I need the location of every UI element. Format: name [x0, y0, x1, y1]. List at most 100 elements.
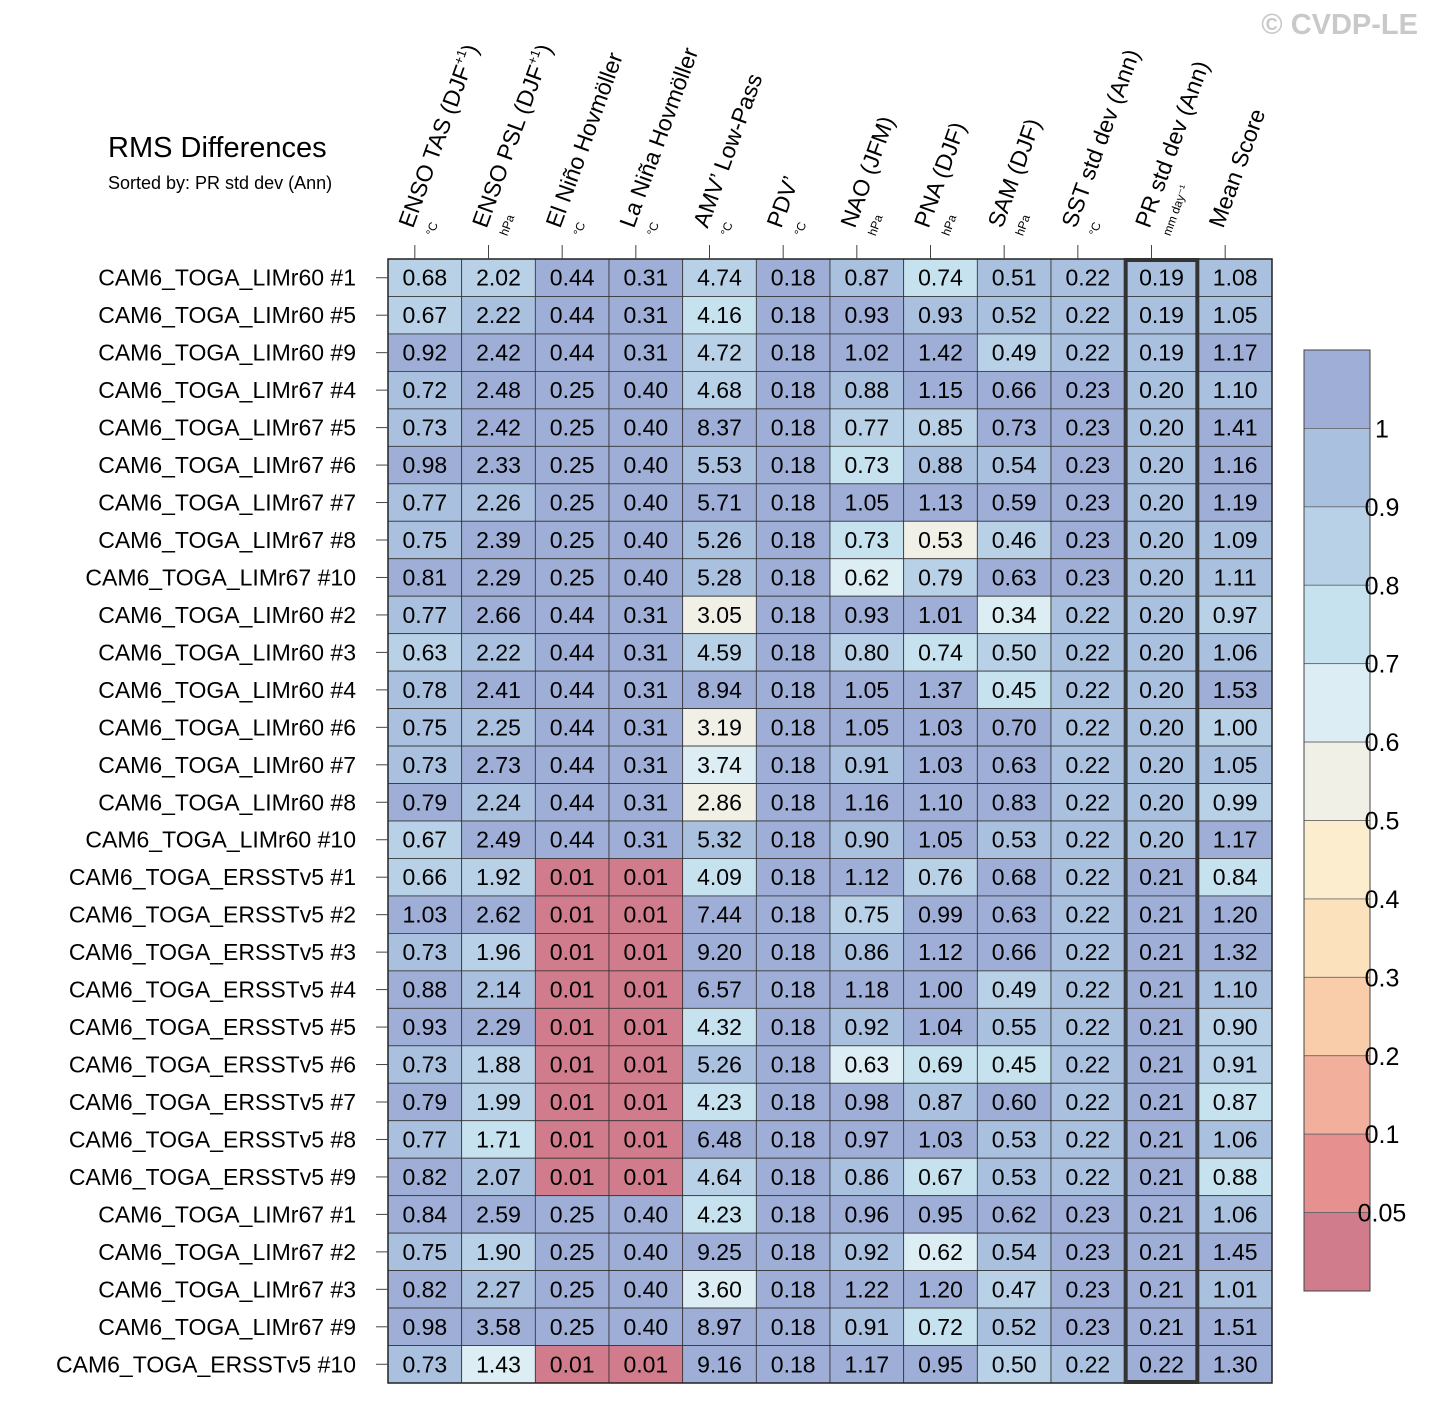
heatmap-cell — [608, 333, 684, 372]
cell-value: 0.22 — [1065, 827, 1110, 853]
colorbar-bin — [1303, 820, 1371, 900]
column-label: El Niño Hovmöller — [540, 49, 627, 231]
cell-value: 0.31 — [623, 265, 668, 291]
heatmap-cell — [608, 370, 684, 410]
heatmap-cell — [461, 895, 536, 934]
heatmap-cell — [976, 1120, 1052, 1159]
cell-value: 0.85 — [918, 415, 963, 441]
heatmap-cell — [534, 333, 610, 372]
colorbar-label: 0.8 — [1365, 572, 1400, 600]
cell-value: 1.37 — [918, 677, 963, 703]
cell-value: 0.90 — [844, 827, 889, 853]
heatmap-cell — [387, 558, 463, 597]
cell-value: 0.44 — [550, 639, 595, 665]
cell-value: 0.18 — [771, 1276, 816, 1302]
cell-value: 2.26 — [476, 490, 521, 516]
heatmap-cell — [534, 1157, 610, 1197]
cell-value: 0.62 — [844, 564, 889, 590]
heatmap-cell — [1197, 933, 1273, 972]
heatmap-cell — [1197, 1345, 1273, 1384]
heatmap-cell — [755, 1157, 831, 1197]
cell-value: 0.93 — [844, 602, 889, 628]
heatmap-cell — [1050, 1270, 1126, 1309]
cell-value: 0.63 — [992, 902, 1037, 928]
cell-value: 1.13 — [918, 490, 963, 516]
column-unit: hPa — [865, 212, 886, 237]
row-label: CAM6_TOGA_LIMr67 #3 — [98, 1276, 356, 1302]
cell-value: 0.98 — [844, 1089, 889, 1115]
cell-value: 0.23 — [1065, 1239, 1110, 1265]
heatmap-cell — [755, 558, 831, 597]
column-unit: hPa — [939, 212, 960, 237]
cell-value: 1.53 — [1213, 677, 1258, 703]
heatmap-cell — [1124, 1307, 1199, 1346]
column-label: Mean Score — [1203, 105, 1270, 230]
heatmap-cell — [903, 1045, 978, 1084]
row-label: CAM6_TOGA_LIMr67 #10 — [85, 564, 356, 590]
cell-value: 1.10 — [1213, 977, 1258, 1003]
heatmap-cell — [1124, 633, 1199, 672]
cell-value: 0.20 — [1139, 714, 1184, 740]
heatmap-cell — [1124, 483, 1199, 522]
cell-value: 0.31 — [623, 789, 668, 815]
heatmap-cell — [1124, 783, 1199, 822]
colorbar-bin — [1303, 1055, 1371, 1135]
cell-value: 4.23 — [697, 1201, 742, 1227]
cell-value: 1.92 — [476, 864, 521, 890]
cell-value: 0.68 — [992, 864, 1037, 890]
heatmap-cell — [755, 445, 831, 485]
cell-value: 2.86 — [697, 789, 742, 815]
cell-value: 2.73 — [476, 752, 521, 778]
cell-value: 0.59 — [992, 490, 1037, 516]
row-label: CAM6_TOGA_LIMr60 #9 — [98, 340, 356, 366]
cell-value: 0.18 — [771, 1239, 816, 1265]
cell-value: 0.21 — [1139, 1089, 1184, 1115]
cell-value: 0.78 — [402, 677, 447, 703]
cell-value: 0.93 — [918, 302, 963, 328]
cell-value: 1.05 — [918, 827, 963, 853]
cell-value: 0.73 — [402, 415, 447, 441]
cell-value: 0.18 — [771, 452, 816, 478]
heatmap-cell — [1050, 1157, 1126, 1197]
heatmap-cell — [387, 933, 463, 972]
heatmap-cell — [682, 858, 757, 897]
cell-value: 3.74 — [697, 752, 742, 778]
cell-value: 0.31 — [623, 714, 668, 740]
heatmap-cell — [461, 1270, 536, 1309]
cell-value: 0.18 — [771, 1314, 816, 1340]
heatmap-cell — [461, 1082, 536, 1122]
cell-value: 0.60 — [992, 1089, 1037, 1115]
cell-value: 2.49 — [476, 827, 521, 853]
heatmap-cell — [755, 296, 831, 335]
cell-value: 0.22 — [1139, 1351, 1184, 1377]
heatmap-cell — [1197, 1120, 1273, 1159]
cell-value: 0.63 — [992, 564, 1037, 590]
cell-value: 2.41 — [476, 677, 521, 703]
cell-value: 1.06 — [1213, 1201, 1258, 1227]
cell-value: 5.71 — [697, 490, 742, 516]
heatmap-cell — [461, 820, 536, 859]
heatmap-cell — [829, 670, 905, 710]
colorbar-label: 0.6 — [1365, 729, 1400, 757]
heatmap-cell — [1050, 370, 1126, 410]
heatmap-cell — [387, 483, 463, 522]
row-label: CAM6_TOGA_ERSSTv5 #6 — [69, 1052, 356, 1078]
cell-value: 4.09 — [697, 864, 742, 890]
heatmap-cell — [1124, 933, 1199, 972]
cell-value: 0.18 — [771, 602, 816, 628]
cell-value: 1.71 — [476, 1126, 521, 1152]
cell-value: 0.01 — [550, 902, 595, 928]
cell-value: 0.22 — [1065, 939, 1110, 965]
cell-value: 1.20 — [918, 1276, 963, 1302]
cell-value: 0.21 — [1139, 864, 1184, 890]
heatmap-cell — [1197, 633, 1273, 672]
cell-value: 0.18 — [771, 864, 816, 890]
cell-value: 0.20 — [1139, 789, 1184, 815]
colorbar-bin — [1303, 741, 1371, 821]
cell-value: 0.63 — [402, 639, 447, 665]
row-label: CAM6_TOGA_LIMr60 #1 — [98, 265, 356, 291]
cell-value: 0.23 — [1065, 1314, 1110, 1340]
heatmap-cell — [682, 333, 757, 372]
cell-value: 0.18 — [771, 827, 816, 853]
